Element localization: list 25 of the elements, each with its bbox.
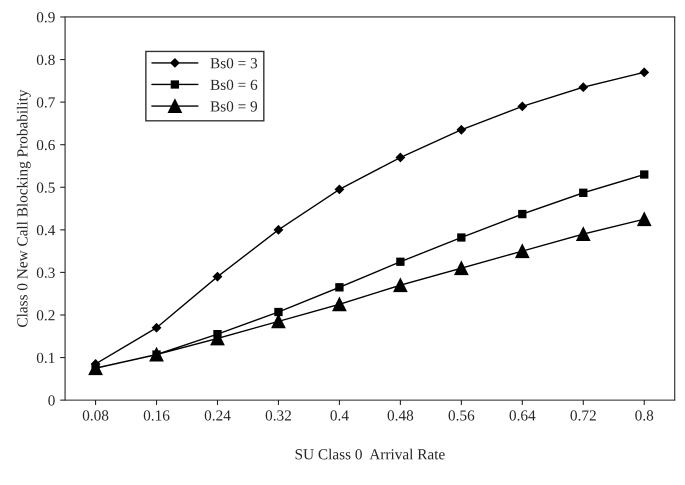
y-tick-label: 0.6	[36, 140, 55, 150]
y-tick-label: 0.5	[36, 182, 55, 193]
x-tick-label: 0.16	[144, 410, 170, 421]
y-tick-label: 0.8	[36, 54, 55, 66]
x-tick-label: 0.64	[510, 410, 536, 421]
y-tick-label: 0.4	[36, 224, 56, 236]
x-tick-label: 0.4	[330, 410, 349, 421]
legend-label: Bs0 = 3	[210, 58, 258, 68]
x-tick-label: 0.32	[266, 410, 291, 421]
legend-label: Bs0 = 9	[210, 101, 258, 112]
x-tick-label: 0.72	[570, 410, 596, 421]
x-axis-title: SU Class 0 Arrival Rate	[296, 448, 445, 460]
y-axis-title: Class 0 New Call Blocking Probability	[16, 90, 31, 327]
y-tick-label: 0.2	[36, 310, 55, 320]
y-tick-label: 0.7	[36, 97, 55, 108]
x-tick-label: 0.8	[635, 410, 654, 421]
legend-label: Bs0 = 6	[210, 80, 258, 90]
y-tick-label: 0	[48, 395, 55, 406]
y-tick-label: 0.1	[36, 352, 54, 364]
x-tick-label: 0.24	[204, 410, 231, 421]
y-tick-label: 0.3	[36, 268, 55, 278]
y-tick-label: 0.9	[36, 12, 55, 22]
x-tick-label: 0.08	[82, 410, 108, 421]
x-tick-label: 0.48	[388, 410, 414, 421]
x-tick-label: 0.56	[448, 410, 474, 421]
